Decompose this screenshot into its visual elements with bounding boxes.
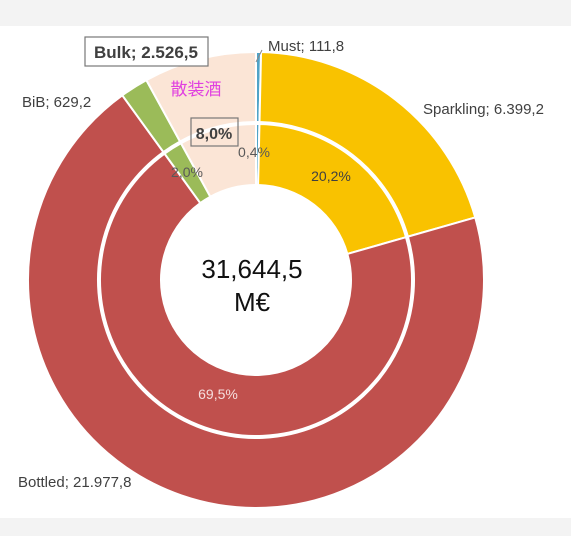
center-total-unit: M€ — [234, 287, 271, 317]
must-percent: 0,4% — [238, 144, 270, 160]
bottled-percent: 69,5% — [198, 386, 238, 402]
sparkling-label: Sparkling; 6.399,2 — [423, 101, 544, 118]
bib-label: BiB; 629,2 — [22, 94, 91, 111]
bulk-percent-box — [190, 117, 239, 147]
must-label: Must; 111,8 — [268, 38, 344, 55]
outer-slice-bottled — [27, 93, 485, 509]
outer-ring — [27, 50, 485, 509]
sparkling-percent: 20,2% — [311, 168, 351, 184]
bulk-label: Bulk; 2.526,5 — [94, 43, 198, 62]
center-total-value: 31,644,5 — [201, 254, 302, 284]
center-hole — [161, 185, 351, 375]
bulk-chinese-annotation: 散装酒 — [171, 80, 222, 99]
bulk-label-box — [84, 36, 209, 67]
bulk-percent: 8,0% — [196, 126, 232, 143]
bib-percent: 2,0% — [171, 164, 203, 180]
bottled-label: Bottled; 21.977,8 — [18, 474, 131, 491]
must-leader-line — [255, 49, 263, 63]
